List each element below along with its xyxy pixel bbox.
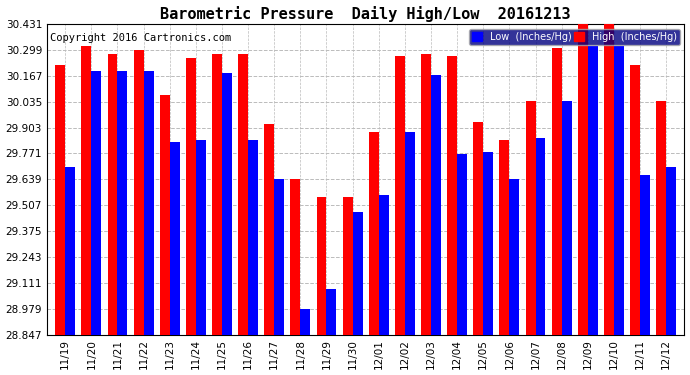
- Bar: [108, 54, 117, 334]
- Bar: [526, 101, 535, 334]
- Bar: [317, 197, 326, 334]
- Bar: [160, 95, 170, 334]
- Bar: [186, 58, 196, 334]
- Bar: [326, 289, 337, 334]
- Bar: [117, 71, 128, 334]
- Bar: [66, 167, 75, 334]
- Bar: [421, 54, 431, 334]
- Bar: [562, 101, 571, 334]
- Bar: [640, 175, 650, 334]
- Bar: [369, 132, 379, 334]
- Bar: [55, 66, 66, 335]
- Bar: [473, 122, 483, 334]
- Bar: [91, 71, 101, 334]
- Title: Barometric Pressure  Daily High/Low  20161213: Barometric Pressure Daily High/Low 20161…: [160, 6, 571, 21]
- Bar: [509, 179, 520, 334]
- Bar: [353, 213, 362, 334]
- Bar: [588, 46, 598, 334]
- Bar: [500, 140, 509, 334]
- Bar: [343, 197, 353, 334]
- Bar: [630, 66, 640, 335]
- Text: Copyright 2016 Cartronics.com: Copyright 2016 Cartronics.com: [50, 33, 231, 44]
- Bar: [666, 167, 676, 334]
- Bar: [379, 195, 388, 334]
- Bar: [552, 48, 562, 334]
- Bar: [656, 101, 666, 334]
- Bar: [614, 46, 624, 334]
- Bar: [274, 179, 284, 334]
- Bar: [81, 46, 91, 334]
- Bar: [238, 54, 248, 334]
- Bar: [264, 124, 274, 334]
- Bar: [300, 309, 310, 334]
- Bar: [395, 56, 405, 334]
- Bar: [604, 24, 614, 334]
- Bar: [170, 142, 179, 334]
- Legend: Low  (Inches/Hg), High  (Inches/Hg): Low (Inches/Hg), High (Inches/Hg): [469, 29, 680, 45]
- Bar: [222, 73, 232, 334]
- Bar: [212, 54, 222, 334]
- Bar: [535, 138, 545, 334]
- Bar: [196, 140, 206, 334]
- Bar: [457, 154, 467, 334]
- Bar: [290, 179, 300, 334]
- Bar: [144, 71, 153, 334]
- Bar: [447, 56, 457, 334]
- Bar: [483, 152, 493, 334]
- Bar: [405, 132, 415, 334]
- Bar: [134, 50, 144, 334]
- Bar: [248, 140, 258, 334]
- Bar: [431, 75, 441, 334]
- Bar: [578, 24, 588, 334]
